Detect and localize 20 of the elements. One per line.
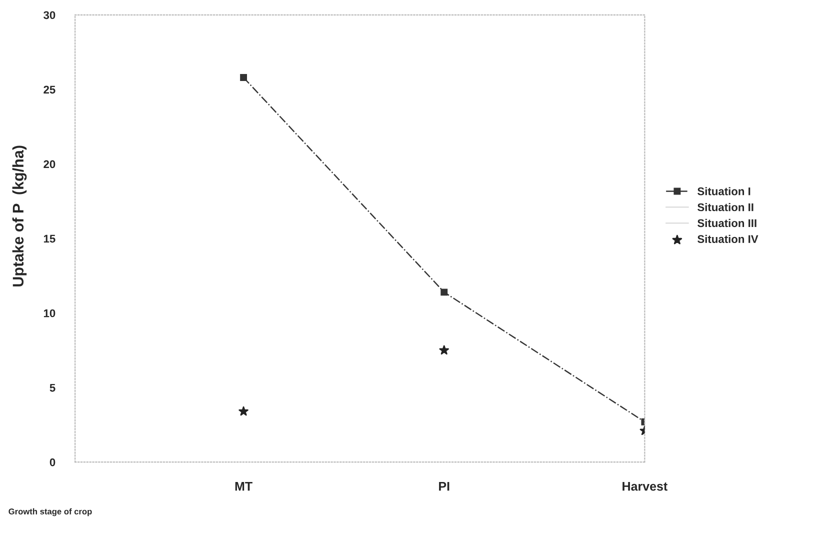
legend-label: Situation I [698,187,750,196]
point [238,406,248,416]
y-tick-label: 30 [44,11,56,20]
y-tick-label: 20 [44,160,56,168]
y-axis-title: Uptake of P (kg/ha) [12,146,27,286]
x-tick-label: MT [235,482,252,491]
point [240,74,248,82]
legend-label: Situation III [698,218,756,228]
y-tick-label: 25 [44,86,56,94]
point [440,288,448,296]
y-tick-label: 10 [44,309,56,318]
x-tick-label: Harvest [622,482,668,491]
y-tick-label: 0 [50,458,56,466]
y-tick-label: 5 [50,384,56,392]
legend-label: Situation IV [698,234,758,244]
y-tick-label: 15 [44,234,56,243]
x-tick-label: PI [439,482,450,491]
legend-label: Situation II [698,203,754,212]
point [439,345,449,355]
x-axis-title: Growth stage of crop [8,508,92,516]
